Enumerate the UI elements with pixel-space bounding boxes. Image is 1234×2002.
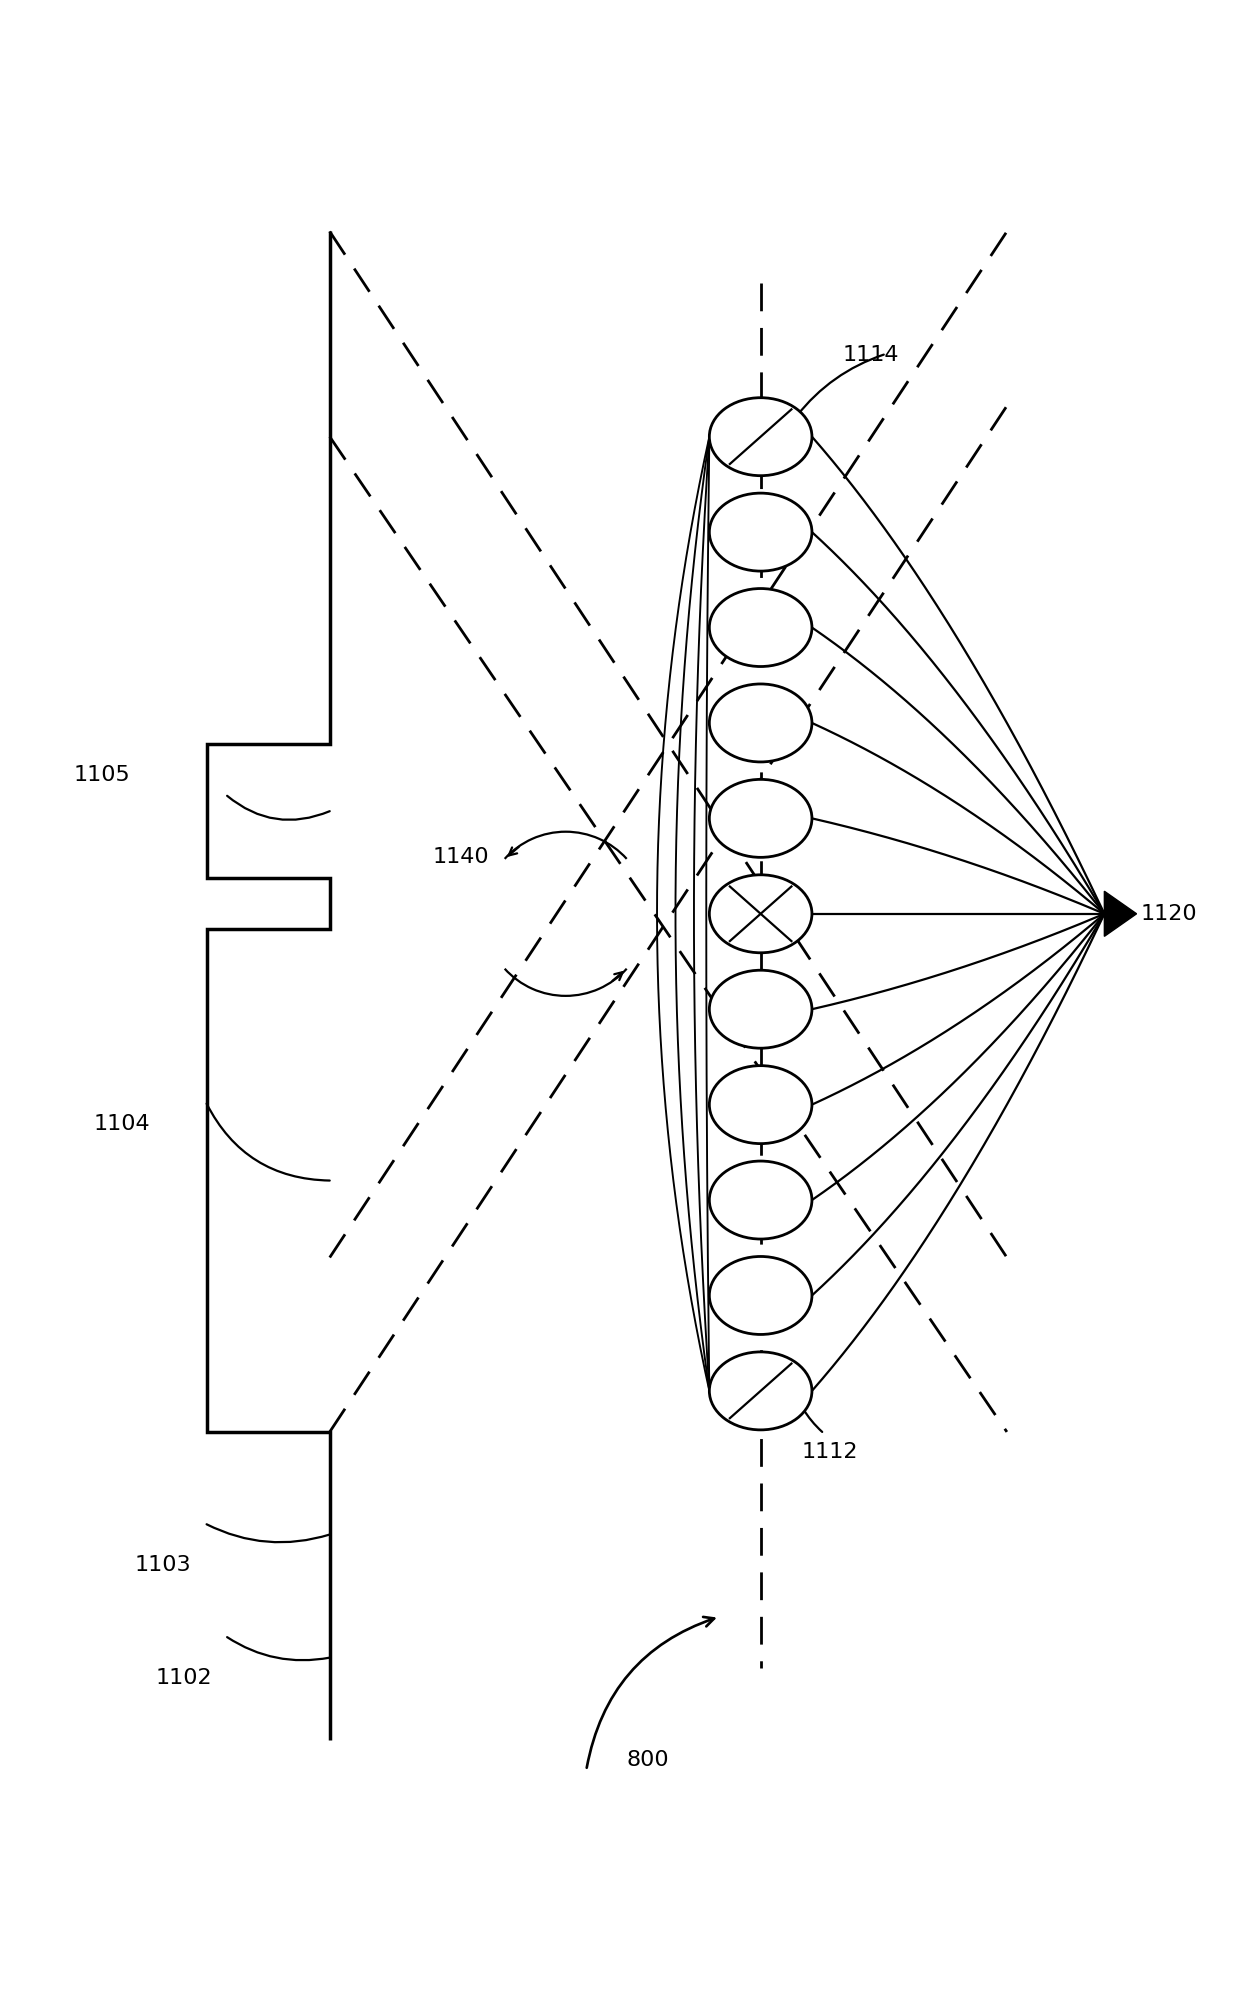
Text: 1120: 1120 [1140, 903, 1197, 923]
Ellipse shape [710, 779, 812, 857]
Ellipse shape [710, 398, 812, 476]
Text: 1114: 1114 [843, 344, 900, 364]
Ellipse shape [710, 1351, 812, 1429]
Text: 1104: 1104 [94, 1115, 151, 1133]
Ellipse shape [710, 685, 812, 763]
Ellipse shape [710, 1257, 812, 1335]
Text: 1102: 1102 [155, 1668, 212, 1688]
Polygon shape [1104, 891, 1137, 937]
Ellipse shape [710, 1065, 812, 1143]
Ellipse shape [710, 971, 812, 1049]
Text: 1103: 1103 [135, 1556, 191, 1576]
Text: 1140: 1140 [432, 847, 489, 867]
Ellipse shape [710, 875, 812, 953]
Text: 1105: 1105 [73, 765, 130, 785]
Ellipse shape [710, 1161, 812, 1239]
Ellipse shape [710, 589, 812, 667]
Ellipse shape [710, 492, 812, 571]
Text: 1112: 1112 [802, 1443, 858, 1461]
Text: 800: 800 [627, 1750, 669, 1770]
